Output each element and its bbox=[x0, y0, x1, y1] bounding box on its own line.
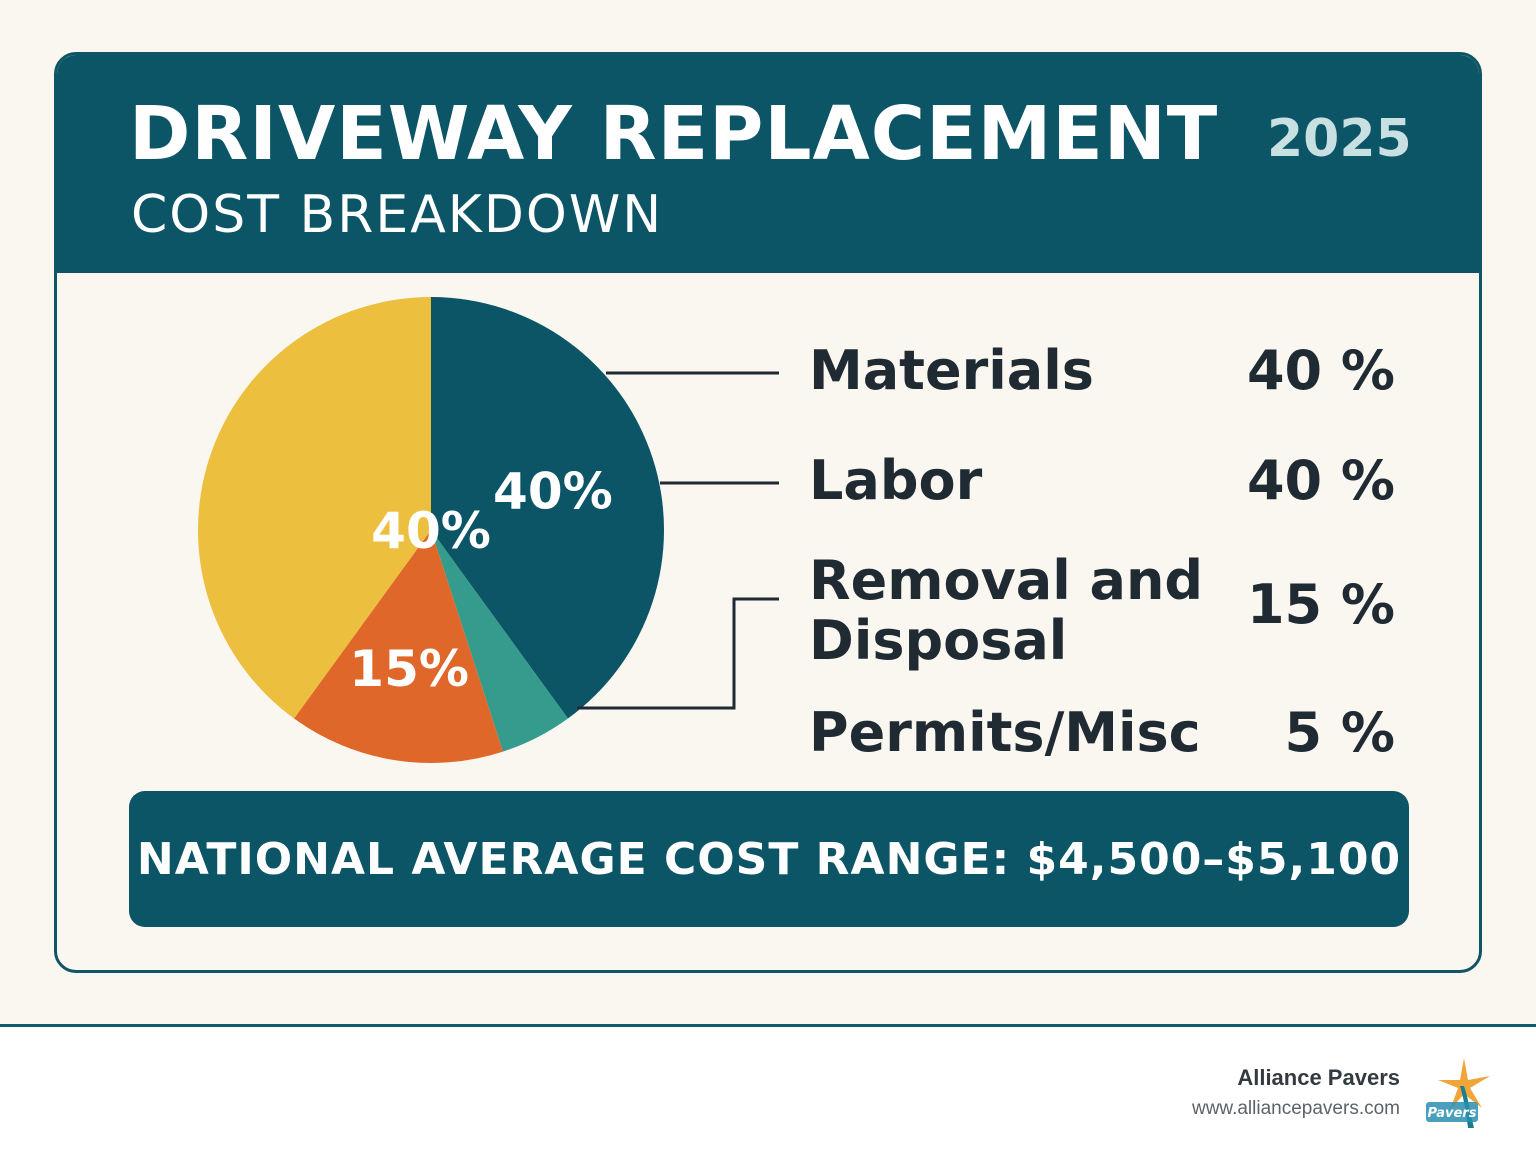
legend-label-removal-line2: Disposal bbox=[809, 609, 1068, 672]
cost-range-text: NATIONAL AVERAGE COST RANGE: $4,500–$5,1… bbox=[136, 833, 1402, 885]
leader-line-removal-and-disposal bbox=[577, 597, 779, 710]
pie-label-materials: 40% bbox=[493, 462, 613, 520]
legend-value-permits-misc: 5 % bbox=[1284, 701, 1395, 764]
legend-label-materials: Materials bbox=[809, 339, 1094, 402]
brand-name: Alliance Pavers bbox=[1237, 1065, 1400, 1090]
pie-slice-removal-and-disposal bbox=[294, 530, 504, 763]
page-subtitle: COST BREAKDOWN bbox=[131, 185, 664, 245]
year-label: 2025 bbox=[1267, 109, 1412, 169]
page-title: DRIVEWAY REPLACEMENT bbox=[129, 91, 1219, 177]
svg-text:Pavers: Pavers bbox=[1428, 1106, 1477, 1121]
legend-label-removal-line1: Removal and bbox=[809, 549, 1204, 612]
pie-label-labor: 40% bbox=[371, 502, 491, 560]
legend-label-labor: Labor bbox=[809, 449, 983, 512]
legend-value-materials: 40 % bbox=[1246, 339, 1395, 402]
pie-slice-labor bbox=[198, 297, 431, 719]
legend-label-permits-misc: Permits/Misc bbox=[809, 701, 1201, 764]
cost-range-banner: NATIONAL AVERAGE COST RANGE: $4,500–$5,1… bbox=[129, 791, 1409, 927]
brand-url[interactable]: www.alliancepavers.com bbox=[1191, 1098, 1400, 1119]
header-band: DRIVEWAY REPLACEMENT 2025 COST BREAKDOWN bbox=[57, 55, 1479, 273]
pie-chart: 40% 15% 40% bbox=[198, 297, 779, 763]
legend-value-removal-and-disposal: 15 % bbox=[1246, 573, 1395, 636]
pie-label-removal-and-disposal: 15% bbox=[349, 640, 469, 698]
pie-slice-permits-misc bbox=[431, 530, 568, 752]
footer-divider bbox=[0, 1024, 1536, 1027]
legend-value-labor: 40 % bbox=[1246, 449, 1395, 512]
pie-slice-materials bbox=[431, 297, 664, 719]
alliance-pavers-logo-icon: Pavers bbox=[1426, 1058, 1490, 1128]
infographic-card: DRIVEWAY REPLACEMENT 2025 COST BREAKDOWN… bbox=[54, 52, 1482, 973]
